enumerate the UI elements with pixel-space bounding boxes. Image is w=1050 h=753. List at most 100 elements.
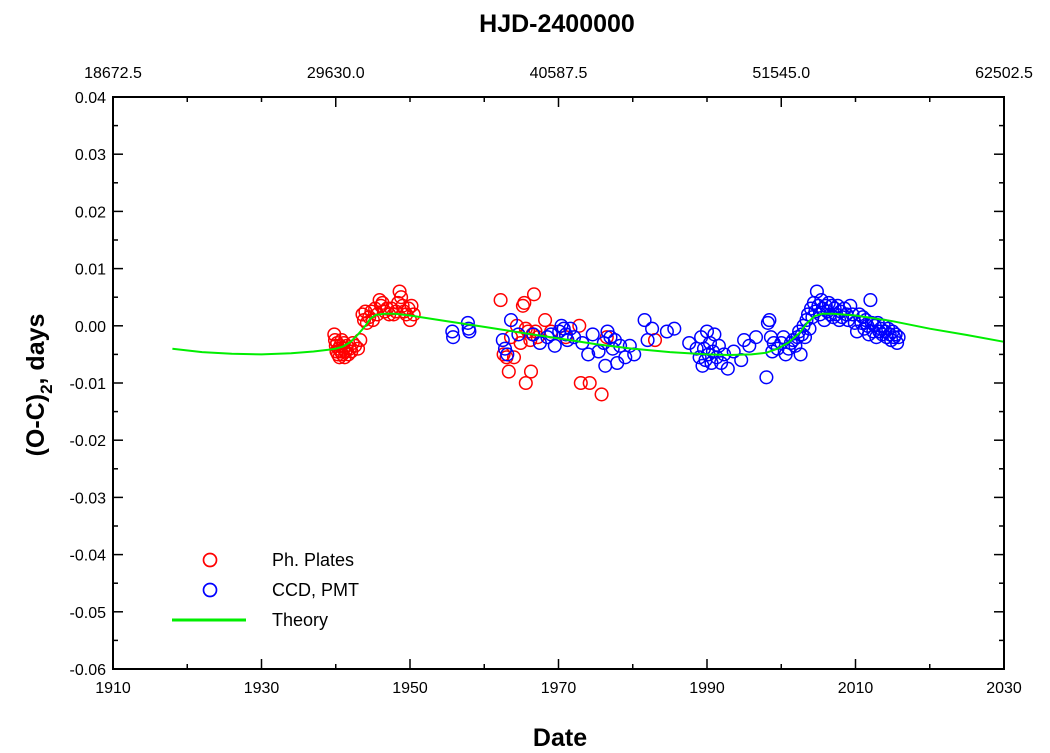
y-tick-label: 0.04 (75, 90, 106, 107)
data-point-ccd-pmt (563, 321, 578, 336)
top-tick-label: 40587.5 (530, 65, 588, 82)
data-point-ccd-pmt (863, 293, 878, 308)
x-tick-label: 1990 (689, 680, 725, 697)
data-point-ccd-pmt (495, 333, 510, 348)
data-point-ccd-pmt (890, 335, 905, 351)
data-point-ccd-pmt (759, 370, 774, 385)
x-tick-label: 1930 (244, 680, 280, 697)
legend-label-theory: Theory (272, 610, 328, 630)
y-axis-title-main: (O-C) (22, 394, 50, 456)
data-point-ccd-pmt (809, 284, 824, 299)
x-tick-label: 1950 (392, 680, 428, 697)
y-axis-title-suffix: , days (22, 314, 50, 385)
data-point-ph-plates (506, 350, 522, 365)
data-point-ccd-pmt (762, 313, 777, 328)
x-axis-title: Date (533, 724, 587, 752)
data-point-ph-plates (392, 284, 407, 299)
data-point-ph-plates (372, 293, 387, 308)
legend-label-ccd-pmt: CCD, PMT (272, 580, 359, 600)
data-point-ccd-pmt (793, 347, 808, 362)
data-point-ccd-pmt (659, 324, 674, 339)
data-point-ph-plates (353, 333, 368, 348)
data-point-ccd-pmt (843, 298, 858, 313)
data-point-ph-plates (582, 375, 597, 391)
y-tick-label: -0.01 (70, 376, 107, 393)
legend-label-ph-plates: Ph. Plates (272, 550, 354, 570)
data-point-ph-plates (523, 364, 539, 379)
data-point-ph-plates (594, 387, 609, 402)
data-point-ph-plates (350, 341, 366, 356)
data-point-ph-plates (501, 364, 516, 379)
top-tick-label: 62502.5 (975, 65, 1033, 82)
data-point-ph-plates (573, 375, 588, 391)
data-point-ph-plates (404, 298, 419, 313)
x-tick-label: 1970 (541, 680, 577, 697)
x-tick-label: 1910 (95, 680, 131, 697)
data-point-ccd-pmt (645, 321, 660, 336)
y-tick-label: -0.02 (70, 433, 107, 450)
top-tick-label: 29630.0 (307, 65, 365, 82)
legend-marker-ph-plates (202, 552, 218, 568)
y-tick-label: 0.03 (75, 147, 106, 164)
data-point-ph-plates (496, 347, 511, 362)
data-point-ccd-pmt (500, 347, 515, 362)
data-point-ccd-pmt (605, 341, 620, 356)
top-axis-tick-labels: 18672.5 29630.0 40587.5 51545.0 62502.5 (84, 65, 1033, 82)
data-point-ph-plates (493, 293, 508, 308)
y-axis-title: (O-C)2, days (22, 314, 56, 457)
y-tick-label: 0.00 (75, 319, 106, 336)
data-point-ccd-pmt (585, 327, 600, 342)
data-point-ccd-pmt (622, 338, 637, 353)
data-point-ccd-pmt (503, 313, 519, 328)
data-point-ccd-pmt (891, 330, 906, 345)
data-point-ccd-pmt (888, 327, 903, 342)
data-point-ph-plates (538, 313, 553, 328)
data-point-ph-plates (503, 330, 519, 345)
y-tick-label: 0.02 (75, 204, 106, 221)
axis-ticks (112, 96, 1005, 670)
series-line-theory (172, 312, 1005, 357)
data-point-ph-plates (572, 318, 587, 333)
y-axis-tick-labels: -0.06 -0.05 -0.04 -0.03 -0.02 -0.01 0.00 0.01 0.… (70, 90, 107, 679)
data-point-ccd-pmt (598, 358, 613, 373)
data-point-ccd-pmt (637, 313, 652, 328)
data-point-ccd-pmt (446, 330, 461, 345)
data-point-ccd-pmt (667, 321, 682, 336)
legend-marker-ccd-pmt (202, 582, 218, 598)
data-point-ccd-pmt (547, 338, 562, 353)
data-point-ccd-pmt (760, 315, 775, 330)
y-tick-label: -0.03 (70, 490, 107, 507)
x-axis-tick-labels: 1910 1930 1950 1970 1990 2010 2030 (95, 680, 1022, 697)
data-point-ph-plates (526, 287, 542, 302)
data-point-ph-plates (394, 290, 409, 305)
top-tick-label: 18672.5 (84, 65, 142, 82)
data-point-ccd-pmt (720, 361, 735, 376)
chart-title: HJD-2400000 (479, 10, 635, 38)
legend: Ph. Plates CCD, PMT Theory (172, 550, 359, 630)
y-tick-label: -0.06 (70, 662, 107, 679)
data-point-ccd-pmt (702, 335, 718, 351)
data-point-ph-plates (513, 335, 528, 351)
data-point-ccd-pmt (511, 327, 526, 342)
data-point-ccd-pmt (581, 347, 596, 362)
data-point-ph-plates (518, 375, 533, 391)
data-point-ccd-pmt (797, 330, 813, 345)
y-tick-label: -0.05 (70, 605, 107, 622)
x-tick-label: 2010 (838, 680, 874, 697)
series-ccd-pmt (445, 284, 906, 385)
data-point-ccd-pmt (742, 338, 757, 353)
data-point-ccd-pmt (748, 330, 764, 345)
plot-frame (112, 96, 1005, 670)
data-point-ccd-pmt (726, 344, 741, 359)
top-tick-label: 51545.0 (752, 65, 810, 82)
x-tick-label: 2030 (986, 680, 1022, 697)
y-axis-title-subscript: 2 (37, 384, 56, 393)
data-point-ccd-pmt (445, 324, 460, 339)
data-point-ccd-pmt (554, 318, 569, 333)
y-tick-label: 0.01 (75, 262, 106, 279)
y-tick-label: -0.04 (70, 548, 107, 565)
data-point-ph-plates (647, 333, 663, 348)
series-layer (172, 284, 1005, 402)
data-point-ph-plates (517, 295, 532, 310)
